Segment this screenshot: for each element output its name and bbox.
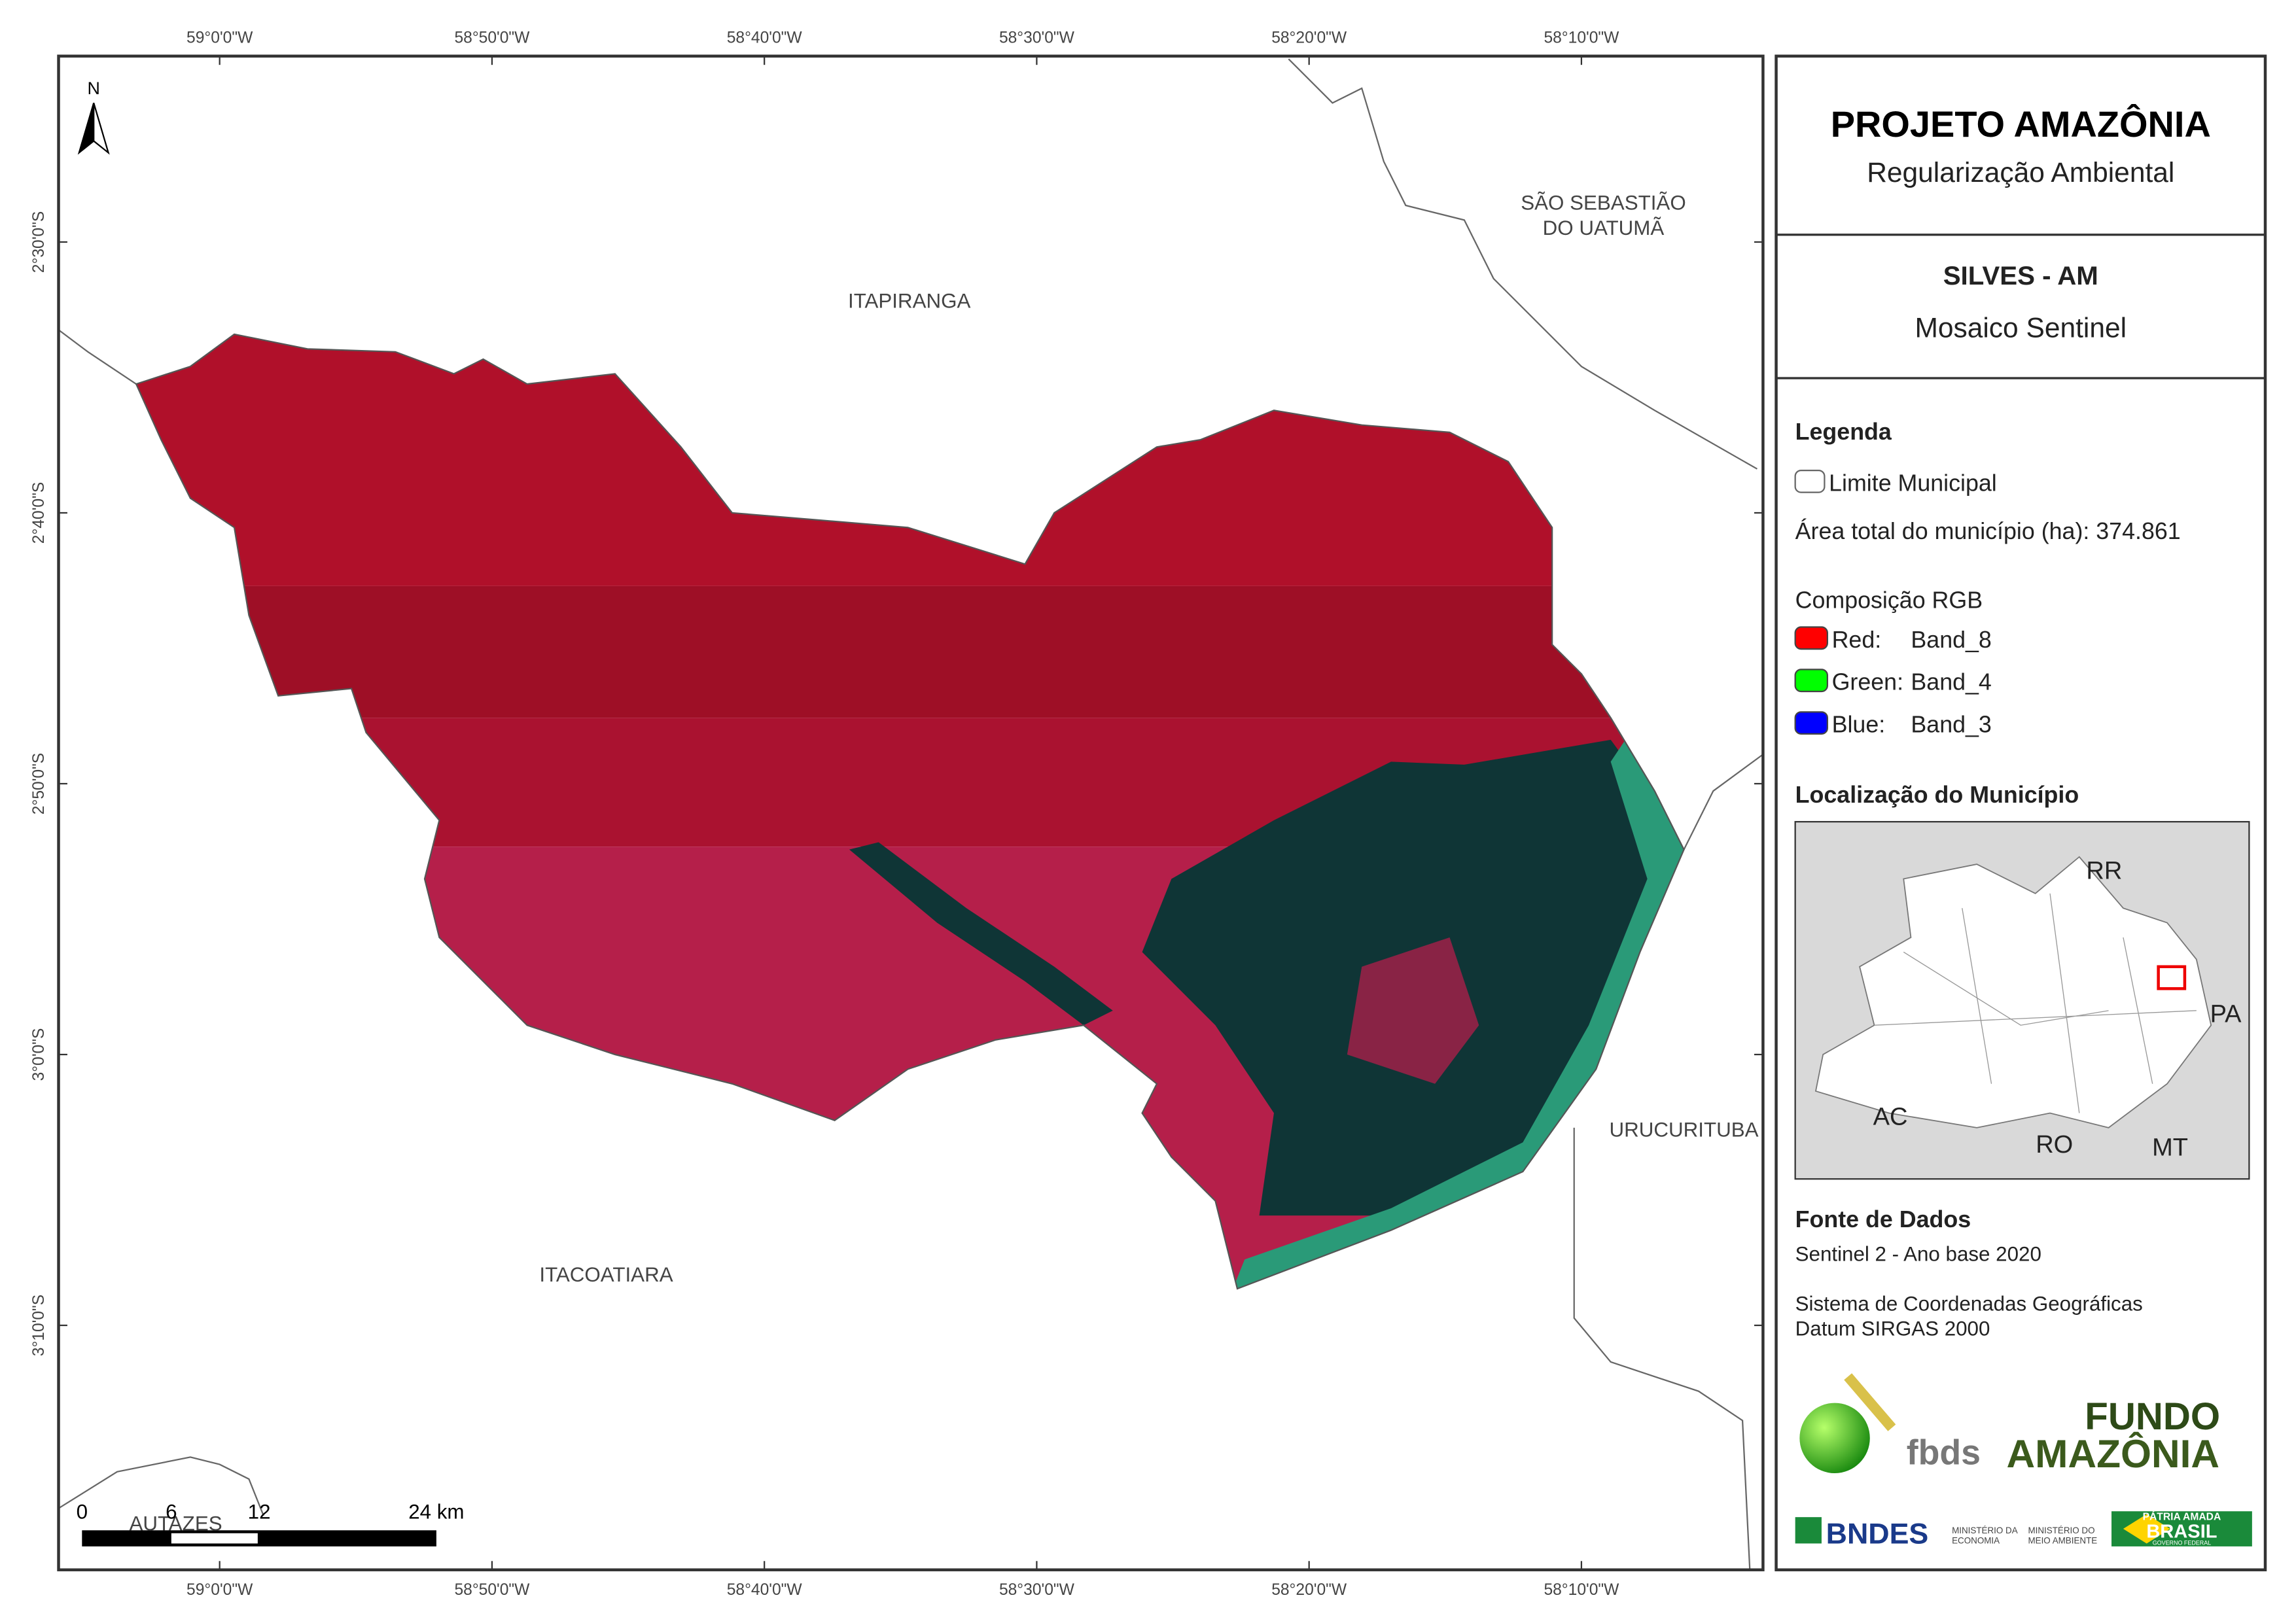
state-label: MT [2152, 1134, 2188, 1161]
map-subtitle: Mosaico Sentinel [1915, 313, 2127, 343]
place-name: URUCURITUBA [1610, 1118, 1759, 1141]
band-swatch [1794, 669, 1828, 693]
latitude-label: 3°0'0"S [30, 1028, 48, 1081]
panel-title: PROJETO AMAZÔNIA [1831, 103, 2211, 145]
longitude-label: 58°10'0"W [1544, 1581, 1619, 1599]
state-label: PA [2210, 1001, 2242, 1028]
source-text: Sistema de Coordenadas Geográficas [1795, 1293, 2143, 1316]
band-swatch [1794, 626, 1828, 650]
fbds-logo [1799, 1403, 1870, 1474]
band-channel: Blue: [1832, 712, 1886, 738]
map-title: SILVES - AM [1943, 261, 2098, 290]
place-name: DO UATUMÃ [1543, 217, 1665, 239]
band-swatch [1794, 711, 1828, 735]
scale-label: 0 [77, 1500, 88, 1523]
longitude-label: 58°10'0"W [1544, 29, 1619, 47]
bndes-logo [1795, 1517, 1822, 1544]
longitude-label: 58°30'0"W [999, 29, 1075, 47]
longitude-label: 58°50'0"W [454, 1581, 530, 1599]
latitude-label: 2°40'0"S [30, 482, 48, 544]
source-text: Datum SIRGAS 2000 [1795, 1318, 1990, 1340]
legend-label: Limite Municipal [1829, 470, 1997, 496]
fundo-logo: FUNDO [2085, 1395, 2220, 1438]
ministry-logo: MINISTÉRIO DA [1952, 1526, 2018, 1535]
place-name: ITACOATIARA [539, 1263, 673, 1286]
inset-map [1794, 821, 2250, 1180]
ministry-logo: MINISTÉRIO DO [2028, 1526, 2094, 1535]
band-channel: Red: [1832, 627, 1882, 653]
map-frame [57, 54, 1765, 1571]
brasil-logo: GOVERNO FEDERAL [2153, 1540, 2211, 1546]
legend-label: Área total do município (ha): 374.861 [1795, 518, 2181, 544]
latitude-label: 2°50'0"S [30, 753, 48, 814]
fbds-logo: fbds [1907, 1433, 1981, 1473]
state-label: RR [2086, 857, 2122, 884]
place-name: SÃO SEBASTIÃO [1521, 192, 1686, 215]
scale-label: 24 km [408, 1500, 464, 1523]
ministry-logo: MEIO AMBIENTE [2028, 1535, 2097, 1545]
longitude-label: 58°40'0"W [727, 29, 803, 47]
longitude-label: 58°40'0"W [727, 1581, 803, 1599]
north-label: N [88, 79, 100, 98]
brasil-logo: BRASIL [2146, 1521, 2217, 1542]
legend-label: Composição RGB [1795, 587, 1983, 613]
band-name: Band_8 [1911, 627, 1991, 653]
inset-boundaries [1874, 893, 2197, 1113]
scale-label: 12 [248, 1500, 271, 1523]
source-text: Sentinel 2 - Ano base 2020 [1795, 1243, 2041, 1266]
scale-bar [82, 1530, 436, 1546]
ministry-logo: ECONOMIA [1952, 1535, 2000, 1545]
fundo-logo: AMAZÔNIA [2007, 1431, 2219, 1476]
longitude-label: 59°0'0"W [186, 29, 253, 47]
longitude-label: 58°20'0"W [1271, 29, 1347, 47]
longitude-label: 59°0'0"W [186, 1581, 253, 1599]
band-name: Band_3 [1911, 712, 1991, 738]
longitude-label: 58°20'0"W [1271, 1581, 1347, 1599]
latitude-label: 3°10'0"S [30, 1295, 48, 1356]
north-arrow [93, 103, 110, 155]
longitude-label: 58°50'0"W [454, 29, 530, 47]
place-name: ITAPIRANGA [848, 290, 971, 313]
legend-swatch [1794, 469, 1826, 493]
brasil-logo: PÁTRIA AMADA [2143, 1510, 2221, 1523]
scale-bar [82, 1530, 436, 1546]
municipal-boundaries [58, 58, 1764, 1570]
panel-subtitle: Regularização Ambiental [1867, 158, 2174, 188]
longitude-label: 58°30'0"W [999, 1581, 1075, 1599]
state-label: AC [1873, 1103, 1908, 1130]
section-title: Localização do Município [1795, 782, 2079, 808]
latitude-label: 2°30'0"S [30, 211, 48, 273]
fbds-logo [1844, 1373, 1896, 1431]
scale-label: 6 [166, 1500, 177, 1523]
brasil-logo [2123, 1514, 2170, 1544]
band-name: Band_4 [1911, 669, 1991, 695]
scale-bar [171, 1533, 258, 1544]
bndes-logo: BNDES [1826, 1517, 1929, 1550]
location-marker [2157, 965, 2187, 990]
place-name: AUTAZES [129, 1512, 222, 1535]
section-title: Fonte de Dados [1795, 1206, 1971, 1232]
legend-title: Legenda [1795, 419, 1892, 445]
side-panel [1775, 54, 2267, 1571]
state-label: RO [2036, 1131, 2073, 1159]
band-channel: Green: [1832, 669, 1903, 695]
